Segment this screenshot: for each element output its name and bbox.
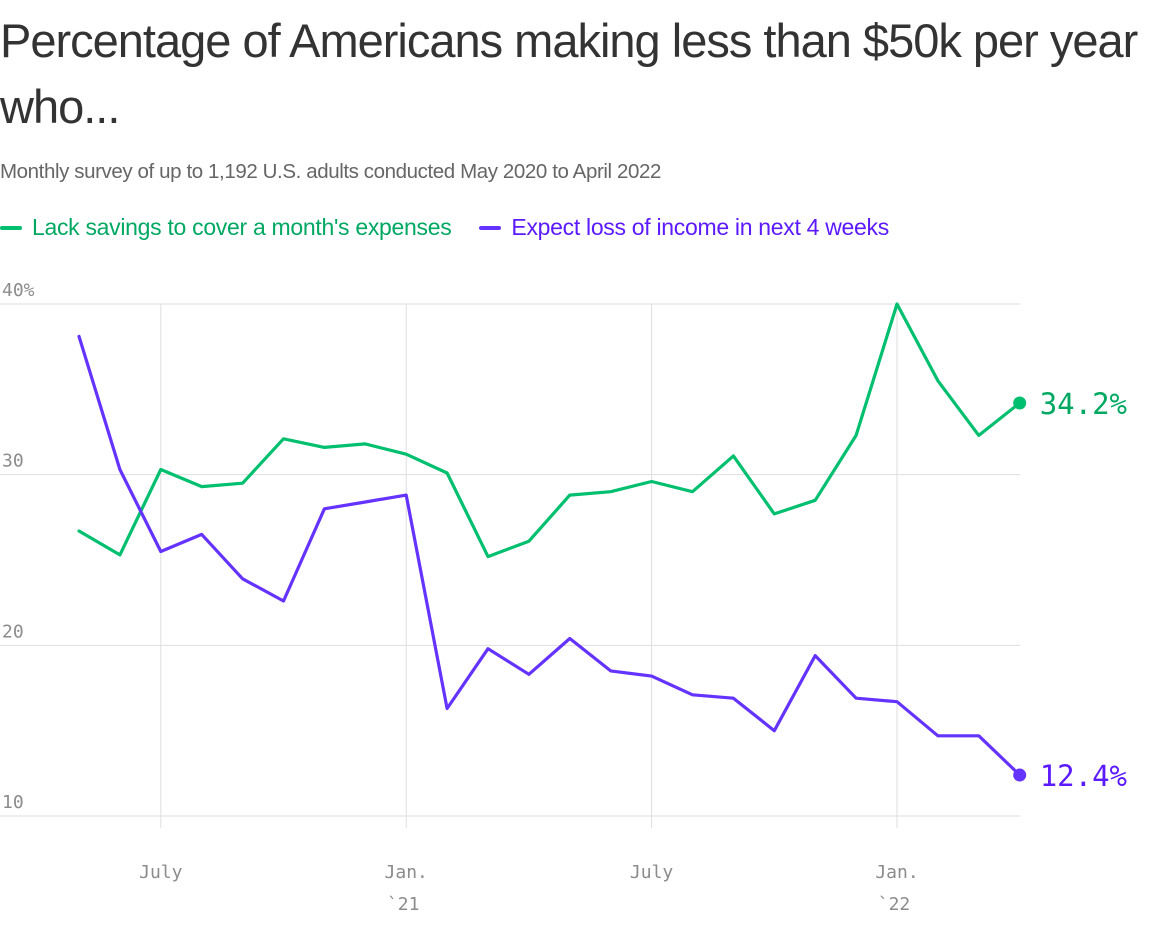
legend-item-income: Expect loss of income in next 4 weeks: [479, 214, 889, 241]
legend-swatch-savings: [0, 225, 22, 230]
legend-label-income: Expect loss of income in next 4 weeks: [511, 214, 889, 240]
series-endpoint-savings: [1013, 396, 1027, 410]
y-tick-label: 10: [2, 792, 24, 813]
legend: Lack savings to cover a month's expenses…: [0, 214, 917, 241]
x-tick-label: July: [630, 862, 674, 883]
x-tick-label: Jan.: [385, 862, 428, 883]
series-end-label-income: 12.4%: [1040, 759, 1127, 793]
legend-label-savings: Lack savings to cover a month's expenses: [32, 214, 452, 240]
series-endpoint-income: [1013, 768, 1027, 782]
y-tick-label: 30: [2, 451, 24, 472]
chart-subtitle: Monthly survey of up to 1,192 U.S. adult…: [0, 160, 661, 183]
x-tick-label: July: [139, 862, 183, 883]
series-line-savings: [77, 302, 1022, 559]
x-tick-label: Jan.: [875, 862, 918, 883]
series-end-label-savings: 34.2%: [1040, 387, 1127, 421]
legend-swatch-income: [479, 225, 502, 230]
chart-title: Percentage of Americans making less than…: [0, 14, 1138, 133]
legend-item-savings: Lack savings to cover a month's expenses: [0, 214, 452, 241]
y-tick-label: 20: [2, 621, 24, 642]
x-tick-sublabel: `21: [387, 894, 420, 915]
x-tick-sublabel: `22: [878, 894, 911, 915]
series-line-income: [77, 334, 1022, 777]
y-tick-label: 40%: [2, 280, 35, 301]
